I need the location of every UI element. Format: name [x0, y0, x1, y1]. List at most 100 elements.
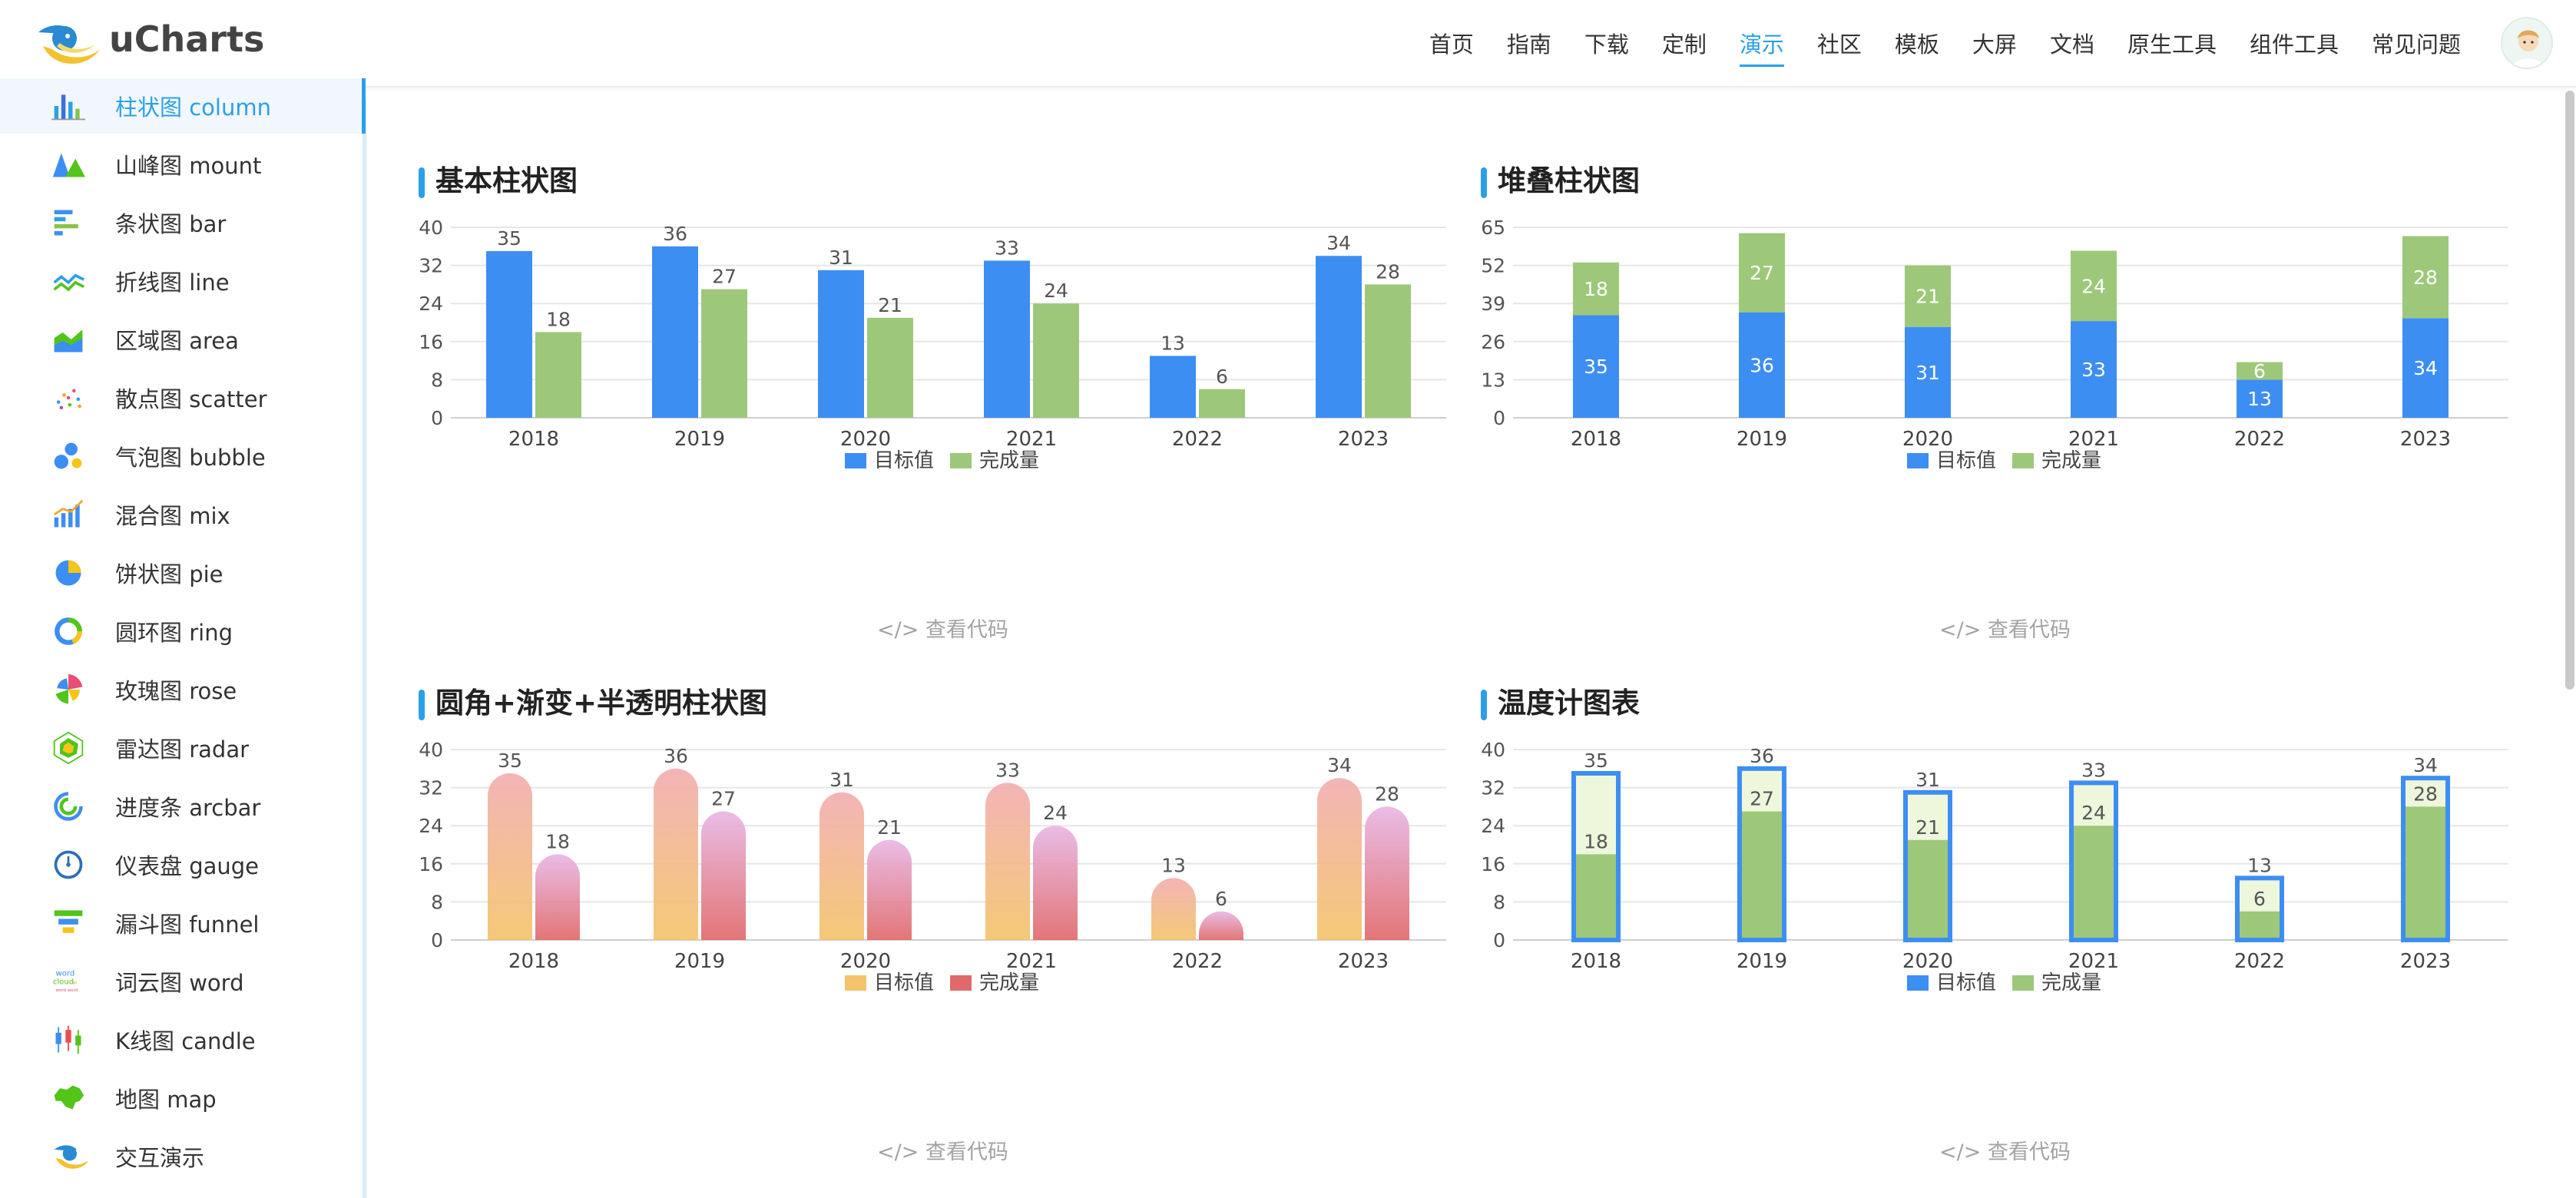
y-tick-label: 0	[431, 407, 443, 429]
data-label: 33	[995, 759, 1020, 781]
chart-canvas: 0 13 26 39 52 65 2018 2019 2020 2021 2022 2023 35 18 3…	[1481, 218, 2508, 472]
sidebar-item-mount-chart[interactable]: 山峰图 mount	[0, 137, 366, 192]
y-tick-label: 65	[1481, 218, 1505, 239]
pie-chart-icon	[55, 560, 81, 586]
avatar[interactable]	[2501, 17, 2553, 69]
sidebar-item-arcbar-chart[interactable]: 进度条 arcbar	[0, 779, 366, 834]
sidebar-item-line-chart[interactable]: 折线图 line	[0, 253, 366, 309]
x-tick-label: 2021	[2068, 950, 2119, 973]
sidebar-item-rose-chart[interactable]: 玫瑰图 rose	[0, 662, 366, 717]
chart-canvas: 0 8 16 24 32 40 2018 2019 2020 2021 2022 2023 35 18 36…	[1481, 740, 2508, 994]
radar-chart-icon	[53, 731, 84, 765]
data-label: 28	[2413, 266, 2438, 289]
sidebar-item-label: 柱状图 column	[115, 94, 271, 121]
y-tick-label: 0	[1493, 929, 1505, 951]
bar-target	[818, 270, 864, 418]
sidebar-item-radar-chart[interactable]: 雷达图 radar	[0, 720, 366, 776]
sidebar-item-label: 词云图 word	[115, 970, 244, 996]
x-tick-label: 2018	[1571, 428, 1621, 451]
sidebar-item-label: 区域图 area	[115, 328, 239, 354]
y-tick-label: 8	[431, 891, 443, 913]
x-tick-label: 2018	[1571, 950, 1621, 973]
data-label: 21	[877, 816, 902, 839]
y-tick-label: 40	[1481, 740, 1505, 761]
nav-item-9[interactable]: 原生工具	[2127, 31, 2217, 58]
bird-logo-icon[interactable]	[34, 15, 108, 71]
bar-target	[2071, 321, 2117, 418]
sidebar-item-ring-chart[interactable]: 圆环图 ring	[0, 604, 366, 659]
sidebar-item-candle-chart[interactable]: K线图 candle	[0, 1012, 366, 1067]
data-label: 18	[545, 830, 570, 852]
bar-actual	[1905, 265, 1951, 327]
x-tick-label: 2019	[674, 950, 725, 973]
bar-actual	[1576, 854, 1616, 938]
y-tick-label: 13	[1481, 369, 1505, 391]
mix-chart-icon	[53, 499, 84, 528]
bar-actual	[1739, 233, 1785, 313]
chart-card-0: 基本柱状图 0 8 16 24 32 40 2018 2019 2020 2021 2022 2023 3…	[419, 164, 1455, 656]
x-tick-label: 2021	[1006, 428, 1057, 451]
nav-item-4[interactable]: 演示	[1739, 27, 1784, 67]
bar-actual	[535, 332, 581, 418]
sidebar-item-bar-chart[interactable]: 条状图 bar	[0, 195, 366, 250]
page-scrollbar[interactable]	[2565, 91, 2574, 690]
nav-item-8[interactable]: 文档	[2049, 31, 2094, 58]
legend-swatch	[950, 453, 972, 468]
sidebar-item-label: 条状图 bar	[115, 211, 227, 237]
brand-name[interactable]: uCharts	[109, 18, 265, 60]
y-tick-label: 0	[431, 929, 443, 951]
data-label: 13	[2247, 388, 2272, 410]
sidebar-item-area-chart[interactable]: 区域图 area	[0, 312, 366, 367]
sidebar-item-label: 气泡图 bubble	[115, 445, 266, 471]
sidebar-item-funnel-chart[interactable]: 漏斗图 funnel	[0, 895, 366, 951]
sidebar-item-word-cloud[interactable]: word cloud ai word word 词云图 word	[0, 954, 366, 1009]
y-tick-label: 52	[1481, 255, 1505, 277]
nav-item-1[interactable]: 指南	[1506, 31, 1551, 58]
bird-logo-icon	[54, 1145, 88, 1169]
sidebar-item-pie-chart[interactable]: 饼状图 pie	[0, 545, 366, 601]
x-tick-label: 2018	[508, 428, 559, 451]
data-label: 35	[1584, 750, 1608, 772]
view-code-link[interactable]: </> 查看代码	[877, 618, 1008, 642]
nav-item-3[interactable]: 定制	[1661, 31, 1707, 58]
view-code-link[interactable]: </> 查看代码	[877, 1140, 1008, 1164]
bar-actual	[2074, 826, 2114, 938]
data-label: 35	[1584, 356, 1608, 378]
sidebar-item-mix-chart[interactable]: 混合图 mix	[0, 487, 366, 542]
y-tick-label: 24	[1481, 815, 1505, 837]
sidebar-item-bubble-chart[interactable]: 气泡图 bubble	[0, 429, 366, 484]
nav-item-11[interactable]: 常见问题	[2371, 31, 2461, 58]
data-label: 28	[2413, 783, 2438, 805]
data-label: 31	[1915, 769, 1940, 791]
sidebar-item-scatter-chart[interactable]: 散点图 scatter	[0, 370, 366, 425]
y-tick-label: 24	[419, 815, 443, 837]
sidebar-item-gauge-chart[interactable]: 仪表盘 gauge	[0, 837, 366, 892]
column-chart-icon	[51, 94, 85, 121]
data-label: 6	[1215, 888, 1227, 910]
x-tick-label: 2019	[1737, 428, 1787, 451]
bar-actual	[1033, 826, 1078, 940]
nav-item-0[interactable]: 首页	[1429, 31, 1474, 58]
nav-item-7[interactable]: 大屏	[1972, 31, 2017, 58]
sidebar-item-map[interactable]: 地图 map	[0, 1071, 366, 1126]
sidebar-item-label: 进度条 arcbar	[115, 795, 261, 821]
nav-item-10[interactable]: 组件工具	[2249, 31, 2339, 58]
sidebar-item-label: 交互演示	[115, 1145, 205, 1171]
x-tick-label: 2019	[1737, 950, 1787, 973]
legend-swatch	[1907, 975, 1929, 991]
sidebar-item-column-chart[interactable]: 柱状图 column	[0, 78, 366, 134]
svg-text:word word: word word	[56, 988, 78, 993]
bar-actual	[1573, 262, 1619, 316]
view-code-link[interactable]: </> 查看代码	[1939, 618, 2071, 642]
bar-target	[652, 246, 698, 418]
nav-item-5[interactable]: 社区	[1816, 31, 1862, 58]
nav-item-6[interactable]: 模板	[1894, 31, 1939, 58]
nav-item-2[interactable]: 下载	[1584, 31, 1629, 58]
view-code-link[interactable]: </> 查看代码	[1939, 1140, 2071, 1164]
bar-target	[1573, 315, 1619, 418]
sidebar-item-bird-logo[interactable]: 交互演示	[0, 1129, 366, 1184]
data-label: 33	[995, 237, 1019, 259]
sidebar-item-label: 仪表盘 gauge	[115, 853, 260, 879]
bar-actual	[867, 839, 912, 940]
